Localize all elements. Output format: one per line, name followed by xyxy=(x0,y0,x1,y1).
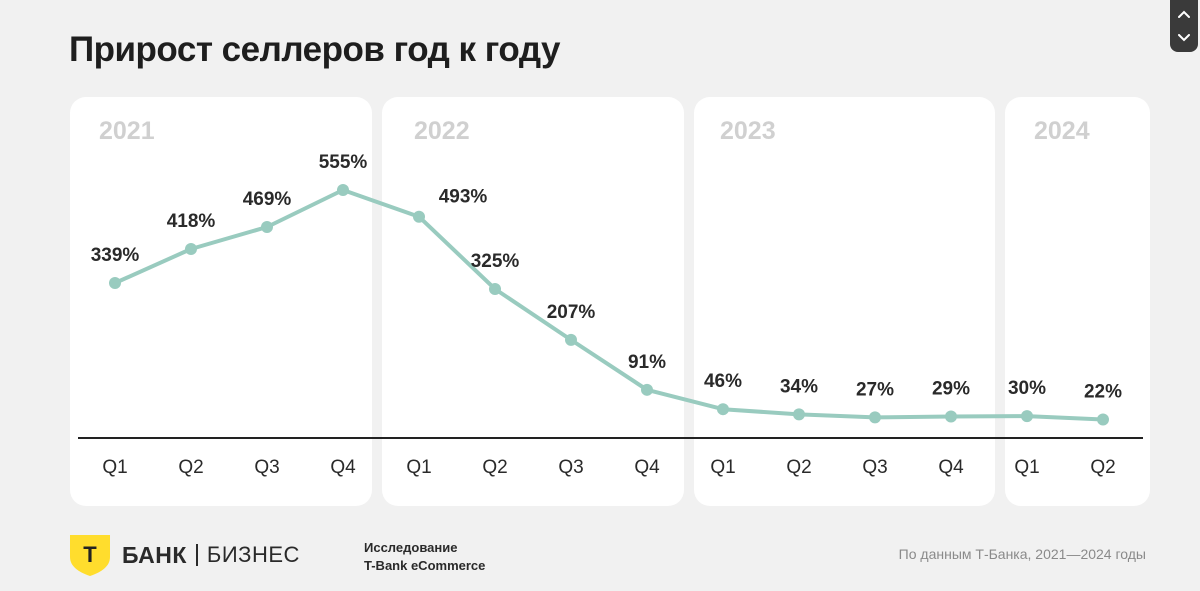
x-tick-label-9: Q2 xyxy=(786,457,811,478)
source-note: По данным Т-Банка, 2021—2024 годы xyxy=(898,546,1146,562)
data-label-0: 339% xyxy=(91,245,140,266)
t-bank-shield-icon: Т xyxy=(70,535,110,576)
data-label-1: 418% xyxy=(167,211,216,232)
data-point-12 xyxy=(1021,410,1033,423)
nav-up-button[interactable] xyxy=(1174,4,1194,24)
series-line xyxy=(113,188,1105,422)
data-label-9: 34% xyxy=(780,376,818,397)
data-label-8: 46% xyxy=(704,371,742,392)
year-label-2023: 2023 xyxy=(720,117,776,145)
year-label-2022: 2022 xyxy=(414,117,470,145)
page-title: Прирост селлеров год к году xyxy=(69,30,560,69)
chevron-up-icon xyxy=(1178,10,1190,18)
data-point-8 xyxy=(717,403,729,416)
x-tick-label-12: Q1 xyxy=(1014,457,1039,478)
data-point-4 xyxy=(413,210,425,223)
nav-down-button[interactable] xyxy=(1174,28,1194,48)
data-point-6 xyxy=(565,333,577,346)
data-label-2: 469% xyxy=(243,189,292,210)
logo-divider xyxy=(195,544,198,566)
logo-letter: Т xyxy=(83,542,97,567)
data-label-13: 22% xyxy=(1084,382,1122,403)
data-label-7: 91% xyxy=(628,352,666,373)
x-tick-label-3: Q4 xyxy=(330,457,356,478)
study-caption: Исследование T-Bank eCommerce xyxy=(364,539,485,575)
x-tick-label-1: Q2 xyxy=(178,457,203,478)
x-tick-label-2: Q3 xyxy=(254,457,279,478)
data-point-1 xyxy=(185,242,197,255)
data-point-11 xyxy=(945,410,957,423)
data-points xyxy=(109,184,1109,426)
data-point-5 xyxy=(489,283,501,296)
t-bank-business-logo: Т БАНК БИЗНЕС xyxy=(68,533,300,577)
bank-name: БАНК xyxy=(122,541,187,568)
data-label-10: 27% xyxy=(856,379,894,400)
data-label-12: 30% xyxy=(1008,378,1046,399)
year-label-2024: 2024 xyxy=(1034,117,1090,145)
data-labels: 339% 418% 469% 555% 493% 325% 207% 91% 46% 34% 27%… xyxy=(91,152,1122,403)
x-tick-label-4: Q1 xyxy=(406,457,431,478)
study-line-1: Исследование xyxy=(364,540,458,555)
year-label-2021: 2021 xyxy=(99,117,155,145)
data-point-0 xyxy=(109,277,121,290)
study-line-2: T-Bank eCommerce xyxy=(364,558,486,573)
data-point-2 xyxy=(261,221,273,234)
business-label: БИЗНЕС xyxy=(206,542,300,567)
chevron-down-icon xyxy=(1178,34,1190,42)
x-tick-label-8: Q1 xyxy=(710,457,735,478)
x-tick-label-7: Q4 xyxy=(634,457,660,478)
data-point-7 xyxy=(641,383,653,396)
data-label-6: 207% xyxy=(547,302,596,323)
x-tick-label-13: Q2 xyxy=(1090,457,1115,478)
data-label-3: 555% xyxy=(319,152,368,173)
data-label-4: 493% xyxy=(439,187,488,208)
data-point-10 xyxy=(869,411,881,424)
data-label-5: 325% xyxy=(471,251,520,272)
data-point-9 xyxy=(793,408,805,421)
x-tick-label-5: Q2 xyxy=(482,457,507,478)
x-tick-label-10: Q3 xyxy=(862,457,887,478)
x-tick-label-6: Q3 xyxy=(558,457,583,478)
x-tick-label-0: Q1 xyxy=(102,457,127,478)
data-point-13 xyxy=(1097,413,1109,426)
x-tick-labels: Q1 Q2 Q3 Q4 Q1 Q2 Q3 Q4 Q1 Q2 Q3 Q4 Q1 Q2 xyxy=(102,457,1115,478)
data-point-3 xyxy=(337,184,349,196)
x-tick-label-11: Q4 xyxy=(938,457,964,478)
slide-navigation xyxy=(1170,0,1198,52)
data-label-11: 29% xyxy=(932,379,970,400)
